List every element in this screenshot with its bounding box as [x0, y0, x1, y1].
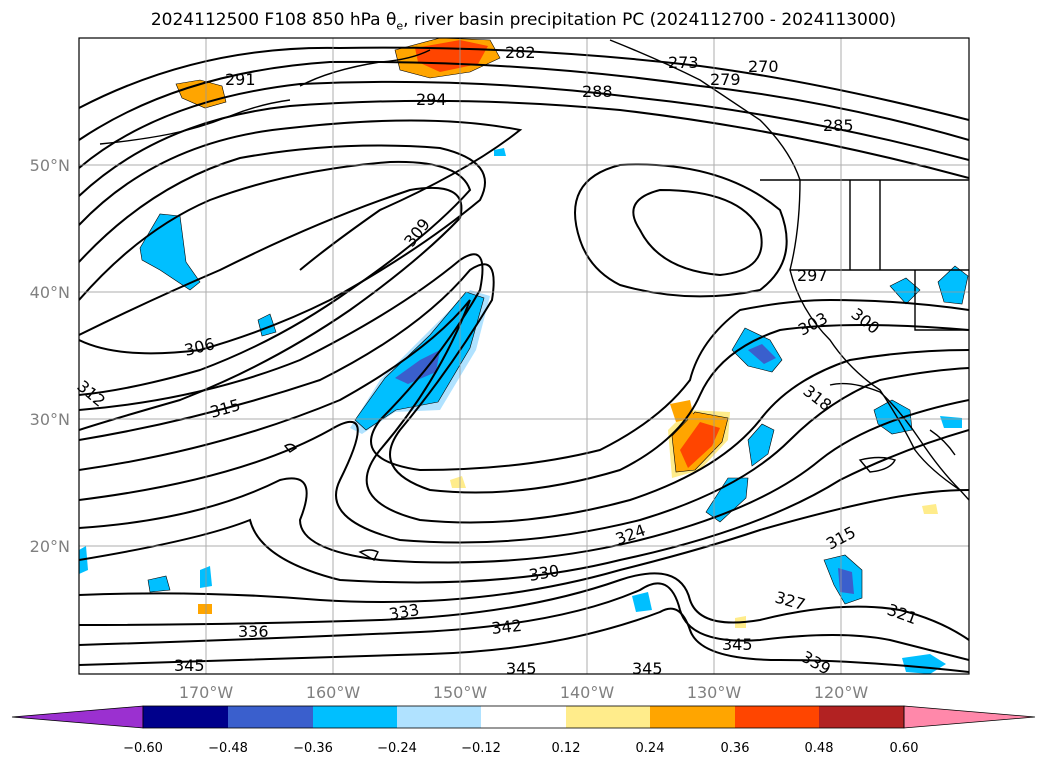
precip-shading	[79, 38, 969, 674]
colorbar-tick-label: 0.24	[636, 741, 665, 756]
colorbar-segment	[481, 706, 566, 728]
lon-tick-label: 130°W	[687, 683, 742, 702]
colorbar-tick-label: 0.36	[721, 741, 750, 756]
lat-tick-label: 50°N	[30, 156, 70, 175]
colorbar-tick-label: −0.36	[293, 741, 333, 756]
colorbar-tick-label: −0.24	[377, 741, 417, 756]
colorbar-extend-low	[11, 705, 144, 729]
lon-tick-label: 170°W	[179, 683, 234, 702]
colorbar-segment	[566, 706, 650, 728]
lon-tick-label: 160°W	[306, 683, 361, 702]
colorbar-tick-label: −0.48	[208, 741, 248, 756]
contour-label: 345	[506, 659, 537, 678]
contour-label: 342	[490, 616, 522, 638]
contour-label: 279	[710, 70, 741, 89]
lat-tick-label: 20°N	[30, 537, 70, 556]
contour-label: 345	[722, 635, 753, 654]
colorbar-tick-label: 0.60	[890, 741, 919, 756]
colorbar-tick-label: −0.12	[461, 741, 501, 756]
contour-label: 291	[225, 70, 256, 89]
lon-tick-label: 120°W	[814, 683, 869, 702]
contour-label: 297	[797, 266, 828, 285]
colorbar: −0.60 −0.48 −0.36 −0.24 −0.12 0.12 0.24 …	[11, 705, 1036, 756]
colorbar-segment	[735, 706, 819, 728]
lat-axis: 20°N 30°N 40°N 50°N	[30, 156, 70, 556]
colorbar-tick-label: 0.12	[552, 741, 581, 756]
lon-axis: 170°W 160°W 150°W 140°W 130°W 120°W	[179, 683, 869, 702]
colorbar-extend-high	[903, 705, 1036, 729]
colorbar-segment	[228, 706, 313, 728]
colorbar-tick-label: 0.48	[805, 741, 834, 756]
colorbar-segment	[143, 706, 228, 728]
lon-tick-label: 140°W	[560, 683, 615, 702]
map-panel	[78, 37, 970, 675]
colorbar-segment	[819, 706, 904, 728]
contour-label: 270	[748, 57, 779, 76]
colorbar-segment	[397, 706, 481, 728]
colorbar-segment	[313, 706, 397, 728]
map-title: 2024112500 F108 850 hPa θe, river basin …	[150, 10, 897, 33]
contour-label: 294	[416, 90, 447, 109]
contour-label: 273	[668, 53, 699, 72]
contour-label: 282	[505, 43, 536, 62]
colorbar-segment	[650, 706, 735, 728]
contour-label: 336	[238, 622, 269, 641]
lat-tick-label: 40°N	[30, 283, 70, 302]
contour-label: 345	[632, 659, 663, 678]
map-frame	[78, 37, 970, 675]
gridlines	[79, 38, 969, 674]
contour-label: 285	[823, 116, 854, 135]
contour-label: 345	[174, 656, 205, 675]
lon-tick-label: 150°W	[433, 683, 488, 702]
contour-label: 288	[582, 82, 613, 101]
lat-tick-label: 30°N	[30, 410, 70, 429]
colorbar-tick-label: −0.60	[123, 741, 163, 756]
